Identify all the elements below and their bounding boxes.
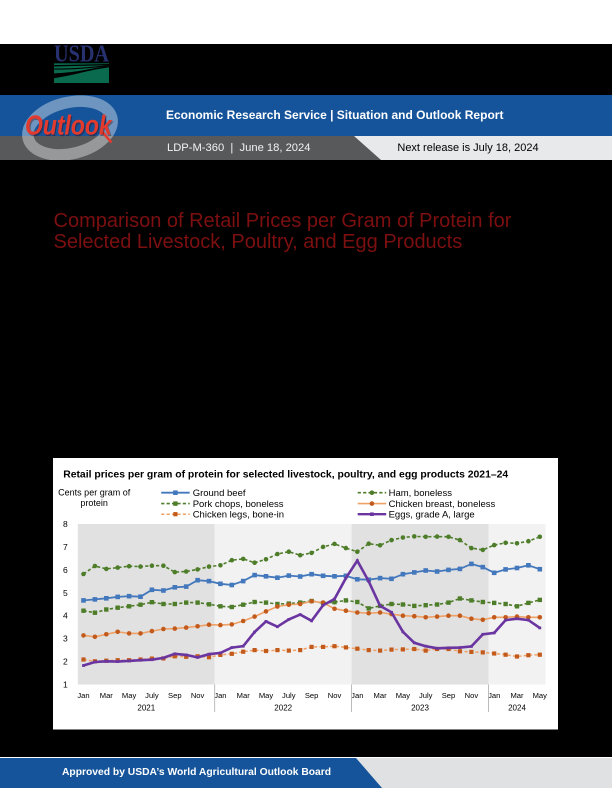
svg-text:Jan: Jan: [488, 691, 500, 700]
svg-text:2021: 2021: [137, 704, 155, 713]
svg-text:USDA: USDA: [54, 45, 109, 68]
svg-text:Sep: Sep: [442, 691, 456, 700]
svg-text:5: 5: [63, 588, 68, 598]
svg-text:Jan: Jan: [351, 691, 363, 700]
svg-text:3: 3: [63, 634, 68, 644]
svg-text:Chicken legs, bone-in: Chicken legs, bone-in: [192, 510, 283, 521]
svg-text:Jan: Jan: [77, 691, 89, 700]
svg-text:Mar: Mar: [373, 691, 387, 700]
svg-text:Retail prices per gram of prot: Retail prices per gram of protein for se…: [63, 470, 508, 481]
svg-text:May: May: [532, 691, 547, 700]
svg-text:Mar: Mar: [100, 691, 114, 700]
svg-text:1: 1: [63, 680, 68, 690]
svg-text:2: 2: [63, 657, 68, 667]
svg-text:Cents per gram of: Cents per gram of: [58, 488, 131, 498]
svg-text:Nov: Nov: [328, 691, 342, 700]
svg-text:May: May: [259, 691, 274, 700]
svg-text:6: 6: [63, 565, 68, 575]
svg-text:4: 4: [63, 611, 68, 621]
svg-text:July: July: [145, 691, 159, 700]
svg-text:Sep: Sep: [305, 691, 319, 700]
svg-text:Nov: Nov: [191, 691, 205, 700]
svg-text:Jan: Jan: [214, 691, 226, 700]
svg-text:Sep: Sep: [168, 691, 182, 700]
svg-text:Nov: Nov: [464, 691, 478, 700]
svg-text:Pork chops, boneless: Pork chops, boneless: [192, 499, 283, 510]
svg-text:2022: 2022: [274, 704, 292, 713]
svg-text:Mar: Mar: [236, 691, 250, 700]
svg-text:May: May: [396, 691, 411, 700]
svg-text:protein: protein: [80, 498, 108, 508]
svg-text:7: 7: [63, 542, 68, 552]
svg-text:Ground beef: Ground beef: [192, 488, 245, 499]
svg-text:Chicken breast, boneless: Chicken breast, boneless: [388, 499, 495, 510]
svg-text:Eggs, grade A, large: Eggs, grade A, large: [388, 510, 474, 521]
svg-text:May: May: [122, 691, 137, 700]
svg-text:Mar: Mar: [510, 691, 524, 700]
svg-text:Outlook: Outlook: [25, 110, 113, 141]
svg-text:Ham, boneless: Ham, boneless: [388, 488, 452, 499]
svg-text:8: 8: [63, 519, 68, 529]
svg-text:2024: 2024: [508, 704, 526, 713]
svg-text:July: July: [419, 691, 433, 700]
svg-text:July: July: [282, 691, 296, 700]
svg-text:2023: 2023: [411, 704, 429, 713]
